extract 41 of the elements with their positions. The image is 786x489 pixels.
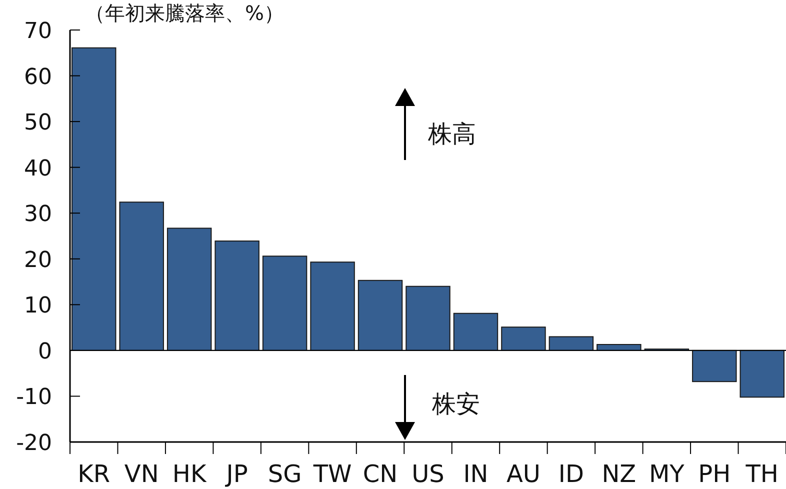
x-tick-label: MY [648,460,685,488]
y-tick-label: 20 [24,248,52,273]
y-tick-label: 30 [24,202,52,228]
y-tick-label: 70 [24,19,52,44]
bar [406,286,450,351]
bar [72,47,116,351]
bar [548,336,594,351]
x-tick-label: CN [362,460,398,488]
bar [358,280,403,351]
y-tick-label: 10 [24,294,52,319]
bar [262,256,308,351]
x-tick-label: NZ [602,460,636,488]
x-tick-label: KR [78,460,110,488]
y-tick-label: 40 [24,156,52,182]
y-tick-label: -20 [16,431,52,456]
x-tick-label: TW [312,460,352,488]
x-tick-label: US [412,460,444,488]
x-tick-label: PH [698,460,731,488]
bar [501,326,546,351]
x-tick-label: ID [558,460,584,488]
bar [692,350,737,382]
annotation: 株安 [431,390,480,418]
bar [119,202,164,351]
bar [453,312,498,351]
y-tick-label: -10 [16,385,52,410]
x-tick-label: AU [506,460,540,488]
x-tick-label: JP [224,460,248,488]
bar [310,262,355,351]
x-tick-label: VN [124,460,159,488]
x-tick-label: IN [463,460,488,488]
y-tick-label: 60 [24,64,52,90]
x-tick-label: HK [172,460,208,488]
y-axis-title: （年初来騰落率、%） [85,1,284,25]
bar [214,240,260,351]
bar [166,228,212,351]
bar [740,350,784,398]
x-tick-label: TH [744,460,778,488]
x-tick-label: SG [268,460,302,488]
annotation: 株高 [427,120,476,148]
y-tick-label: 0 [38,339,52,364]
y-tick-label: 50 [24,110,52,136]
